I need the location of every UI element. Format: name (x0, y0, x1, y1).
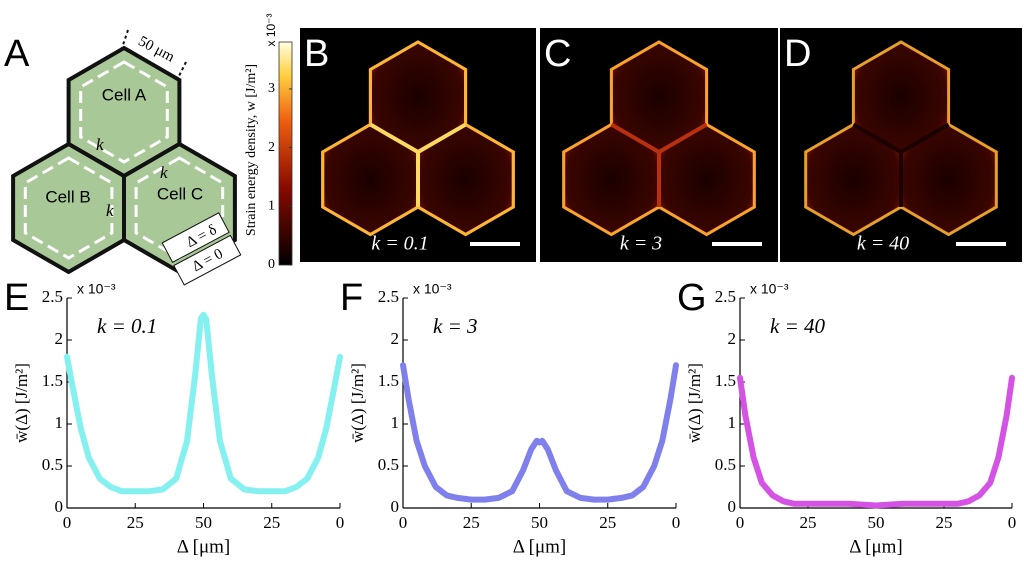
scale-bar (712, 242, 762, 246)
x-tick-label: 25 (127, 513, 144, 532)
y-tick-label: 0 (55, 497, 64, 516)
y-axis-label: w̄(Δ) [J/m²] (685, 363, 704, 443)
charts: 00.511.522.50 25 50 25 0E x 10⁻³k = 0.1Δ [μm]… (4, 277, 1016, 557)
panel-label: E (4, 277, 29, 319)
scale-tick (121, 29, 129, 49)
x-tick-label: 0 (399, 513, 408, 532)
x-axis-label: Δ [μm] (849, 536, 903, 557)
x-tick-label: 0 (63, 513, 72, 532)
annotation: k = 0.1 (97, 314, 157, 338)
map-inner-edge (417, 122, 467, 154)
y-tick-label: 2.5 (42, 287, 63, 306)
y-tick-label: 2 (728, 329, 737, 348)
y-tick-label: 1.5 (715, 371, 736, 390)
y-tick-label: 1.5 (378, 371, 399, 390)
y-tick-label: 2 (55, 329, 64, 348)
data-line (737, 374, 1015, 509)
x-tick-label: 25 (263, 513, 280, 532)
scale-bar (470, 242, 520, 246)
x-tick-label: 50 (531, 513, 548, 532)
y-tick-label: 0.5 (378, 455, 399, 474)
data-line (64, 311, 343, 495)
colorbar-tick-label: 3 (268, 81, 275, 96)
map-label: k = 3 (620, 233, 662, 255)
delta-box (161, 212, 230, 263)
y-axis-label: w̄(Δ) [J/m²] (348, 363, 367, 443)
map-inner-edge (369, 122, 419, 154)
x-tick-label: 25 (936, 513, 953, 532)
delta-box (173, 234, 242, 286)
panel-label: G (677, 277, 707, 319)
panel-label: D (784, 33, 811, 75)
strain-maps: 0 1 2 3 x 10⁻³ Strain energy density, w [J/m²… (244, 13, 1022, 272)
map-inner-edge (658, 122, 708, 154)
x-tick-label: 0 (736, 513, 745, 532)
y-tick-label: 0 (728, 497, 737, 516)
x-tick-label: 50 (868, 513, 885, 532)
x-axis-label: Δ [μm] (177, 536, 231, 557)
y-axis-label: w̄(Δ) [J/m²] (12, 363, 31, 443)
x-tick-label: 0 (336, 513, 345, 532)
y-tick-label: 2.5 (715, 287, 736, 306)
y-tick-label: 0.5 (42, 455, 63, 474)
spring-label: k (96, 135, 104, 154)
cell-label: Cell C (157, 184, 203, 203)
map-inner-edge (610, 122, 660, 154)
cell-inner (23, 156, 114, 260)
spring-label: k (106, 201, 114, 220)
x-tick-label: 25 (800, 513, 817, 532)
y-tick-label: 1 (391, 413, 400, 432)
y-tick-label: 1 (728, 413, 737, 432)
y-tick-label: 2.5 (378, 287, 399, 306)
y-tick-label: 1 (55, 413, 64, 432)
annotation: k = 40 (770, 314, 825, 338)
x-tick-label: 50 (195, 513, 212, 532)
y-tick-label: 2 (391, 329, 400, 348)
panel-label: F (340, 277, 363, 319)
cell-label: Cell A (102, 85, 147, 104)
panel-label: C (544, 33, 571, 75)
y-tick-label: 1.5 (42, 371, 63, 390)
y-multiplier: x 10⁻³ (750, 281, 789, 297)
x-tick-label: 25 (463, 513, 480, 532)
y-multiplier: x 10⁻³ (77, 281, 116, 297)
map-label: k = 40 (857, 233, 909, 255)
colorbar-tick-label: 0 (268, 257, 275, 272)
colorbar-tick-label: 1 (268, 199, 275, 214)
y-multiplier: x 10⁻³ (413, 281, 452, 297)
scale-tick (177, 61, 187, 79)
colorbar-multiplier: x 10⁻³ (264, 13, 278, 46)
panel-label: B (304, 33, 329, 75)
cell-label: Cell B (45, 187, 90, 206)
panel-label: A (4, 33, 30, 75)
map-inner-edge (900, 122, 950, 154)
x-tick-label: 0 (1008, 513, 1017, 532)
cell-inner (79, 60, 169, 164)
data-line (400, 362, 679, 503)
y-tick-label: 0.5 (715, 455, 736, 474)
map-inner-edge (852, 122, 902, 154)
spring-label: k (160, 163, 168, 182)
y-tick-label: 0 (391, 497, 400, 516)
x-axis-label: Δ [μm] (513, 536, 567, 557)
colorbar-tick-label: 2 (268, 140, 275, 155)
colorbar-label: Strain energy density, w [J/m²] (244, 64, 259, 236)
colorbar (278, 41, 293, 266)
map-label: k = 0.1 (371, 233, 428, 255)
x-tick-label: 0 (672, 513, 681, 532)
x-tick-label: 25 (599, 513, 616, 532)
scale-bar (956, 242, 1006, 246)
annotation: k = 3 (433, 314, 478, 338)
